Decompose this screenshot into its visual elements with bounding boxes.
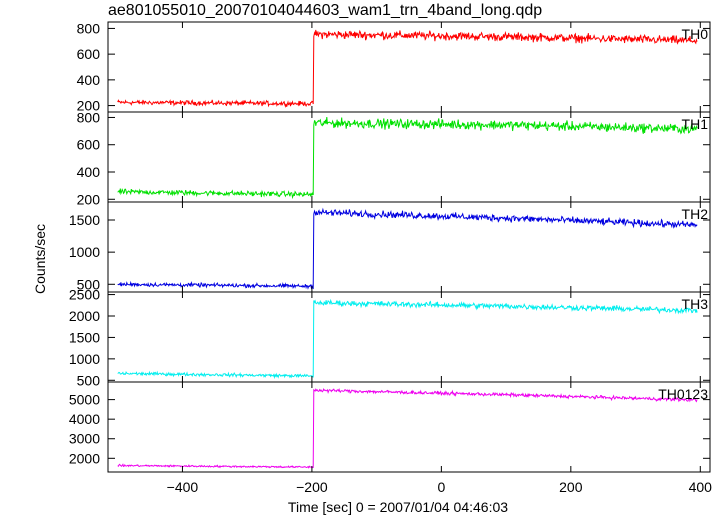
y-tick-label: 800	[77, 109, 101, 125]
y-tick-label: 500	[77, 276, 101, 292]
x-tick-label: 200	[559, 479, 583, 495]
y-axis-label: Counts/sec	[32, 224, 48, 294]
series-label-th2: TH2	[682, 206, 709, 222]
series-line-th1	[117, 117, 698, 200]
series-label-th3: TH3	[682, 296, 709, 312]
x-tick-label: −200	[296, 479, 328, 495]
series-label-th1: TH1	[682, 116, 709, 132]
chart-panels: 200 400 600 800 TH0 200 400 600 800 TH1 500 1000 150…	[69, 20, 712, 495]
x-axis-label: Time [sec] 0 = 2007/01/04 04:46:03	[288, 499, 508, 515]
panel-frame-th0123	[107, 381, 711, 473]
x-tick-label: 0	[437, 479, 445, 495]
y-tick-label: 1000	[69, 244, 100, 260]
y-tick-label: 2000	[69, 450, 100, 466]
y-tick-label: 2000	[69, 308, 100, 324]
y-tick-label: 400	[77, 164, 101, 180]
panel-frame-th3	[107, 291, 711, 383]
y-tick-label: 3000	[69, 431, 100, 447]
y-tick-label: 4000	[69, 411, 100, 427]
y-tick-label: 600	[77, 137, 101, 153]
series-line-th3	[117, 298, 698, 380]
series-line-th0	[117, 29, 698, 109]
y-tick-label: 1500	[69, 212, 100, 228]
series-line-th0123	[117, 388, 698, 469]
y-tick-label: 200	[77, 191, 101, 207]
y-tick-label: 1000	[69, 351, 100, 367]
y-tick-label: 1500	[69, 329, 100, 345]
y-tick-label: 400	[77, 72, 101, 88]
y-tick-label: 2500	[69, 287, 100, 303]
series-line-th2	[117, 207, 698, 290]
series-label-th0123: TH0123	[658, 386, 708, 402]
x-tick-label: −400	[167, 479, 199, 495]
x-tick-label: 400	[689, 479, 713, 495]
y-tick-label: 200	[77, 98, 101, 114]
series-label-th0: TH0	[682, 26, 709, 42]
y-tick-label: 5000	[69, 392, 100, 408]
y-tick-label: 600	[77, 46, 101, 62]
page-title: ae801055010_20070104044603_wam1_trn_4ban…	[108, 2, 543, 19]
y-tick-label: 500	[77, 372, 101, 388]
y-tick-label: 800	[77, 20, 101, 36]
